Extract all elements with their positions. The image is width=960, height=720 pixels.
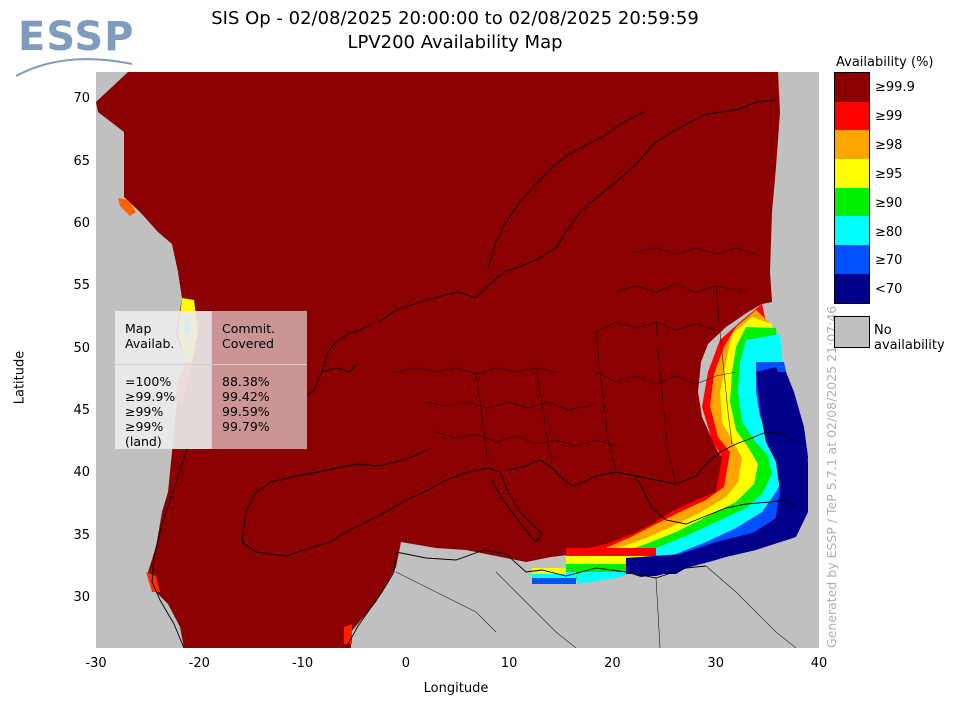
stats-row-label: ≥99% — [125, 404, 164, 419]
y-tick-label: 50 — [73, 340, 90, 356]
morocco-edge — [344, 624, 352, 644]
south-med-darkblue — [626, 554, 696, 574]
map-subtitle: LPV200 Availability Map — [347, 32, 563, 53]
legend-colorbar — [834, 72, 870, 304]
stats-header-right: Commit. Covered — [222, 321, 276, 351]
map-title: SIS Op - 02/08/2025 20:00:00 to 02/08/20… — [211, 8, 699, 29]
stats-header-right-cell: Commit. Covered — [211, 311, 307, 365]
legend-label: ≥98 — [875, 137, 903, 153]
legend-swatch — [835, 273, 869, 303]
y-tick-label: 40 — [73, 465, 90, 481]
legend-swatch — [835, 130, 869, 160]
no-availability-label: No availability — [874, 323, 945, 353]
legend-swatch — [835, 159, 869, 188]
y-tick-label: 35 — [73, 527, 90, 543]
x-tick-label: 40 — [810, 656, 828, 671]
x-tick-label: 10 — [500, 656, 518, 671]
legend-swatch — [835, 101, 869, 131]
logo-swoosh-icon — [15, 58, 133, 77]
y-tick-label: 65 — [73, 153, 90, 169]
x-tick-label: -30 — [85, 656, 107, 671]
legend-label: ≥90 — [875, 195, 903, 211]
legend-swatch — [835, 245, 869, 274]
country-borders — [395, 247, 797, 648]
y-tick-label: 45 — [73, 403, 90, 419]
legend-label: ≥80 — [875, 224, 903, 240]
y-tick-label: 70 — [73, 91, 90, 107]
x-tick-label: 20 — [604, 656, 621, 671]
south-med-green — [566, 564, 636, 572]
stats-labels-cell: =100% ≥99.9% ≥99% ≥99% (land) — [115, 364, 212, 449]
legend-swatch — [835, 187, 869, 217]
east-band-blue — [626, 362, 804, 574]
canary-edge — [146, 572, 160, 592]
south-med-blue — [532, 578, 576, 584]
legend-label: <70 — [875, 282, 903, 298]
stats-row-value: 99.59% — [222, 404, 270, 419]
legend-label: ≥95 — [875, 166, 903, 182]
stats-row-value: 99.42% — [222, 389, 270, 404]
south-tunis-band — [532, 568, 566, 574]
stats-row-value: 88.38% — [222, 374, 270, 389]
x-tick-label: -10 — [291, 656, 314, 671]
essp-logo: ESSP — [14, 12, 134, 78]
y-tick-label: 60 — [73, 216, 90, 232]
stats-row-label: ≥99.9% — [125, 389, 176, 404]
x-tick-label: -20 — [188, 656, 210, 671]
stats-table: Map Availab. Commit. Covered =100% ≥99.9%… — [115, 311, 307, 449]
x-tick-label: 30 — [707, 656, 724, 671]
legend-label: ≥99.9 — [875, 80, 915, 95]
legend-title: Availability (%) — [836, 55, 934, 70]
availability-map — [96, 72, 819, 648]
stats-header-left: Map Availab. — [125, 321, 175, 351]
x-tick-label: 0 — [401, 656, 410, 671]
east-band-darkblue — [636, 372, 808, 576]
stats-row-label: =100% — [125, 374, 172, 389]
east-band-cyan — [576, 334, 800, 584]
x-axis-label: Longitude — [423, 681, 489, 696]
logo-text: ESSP — [18, 14, 135, 60]
black-sea-lowav — [756, 367, 808, 532]
no-availability-swatch — [834, 316, 870, 348]
stats-row-value: 99.79% — [222, 419, 270, 434]
iceland-edge — [118, 198, 136, 216]
stats-values: 88.38% 99.42% 99.59% 99.79% — [212, 365, 307, 434]
y-tick-label: 55 — [73, 278, 90, 294]
legend-label: ≥99 — [875, 108, 903, 124]
stats-header-left-cell: Map Availab. — [115, 311, 212, 365]
stats-values-cell: 88.38% 99.42% 99.59% 99.79% — [211, 364, 307, 449]
legend-swatch — [835, 73, 869, 102]
stats-row-label: ≥99% (land) — [125, 419, 164, 449]
y-axis-label: Latitude — [12, 350, 28, 405]
legend-label: ≥70 — [875, 253, 903, 269]
stats-labels: =100% ≥99.9% ≥99% ≥99% (land) — [115, 365, 211, 449]
y-tick-label: 30 — [73, 590, 90, 606]
region-99-9 — [96, 72, 780, 648]
legend-swatch — [835, 216, 869, 246]
